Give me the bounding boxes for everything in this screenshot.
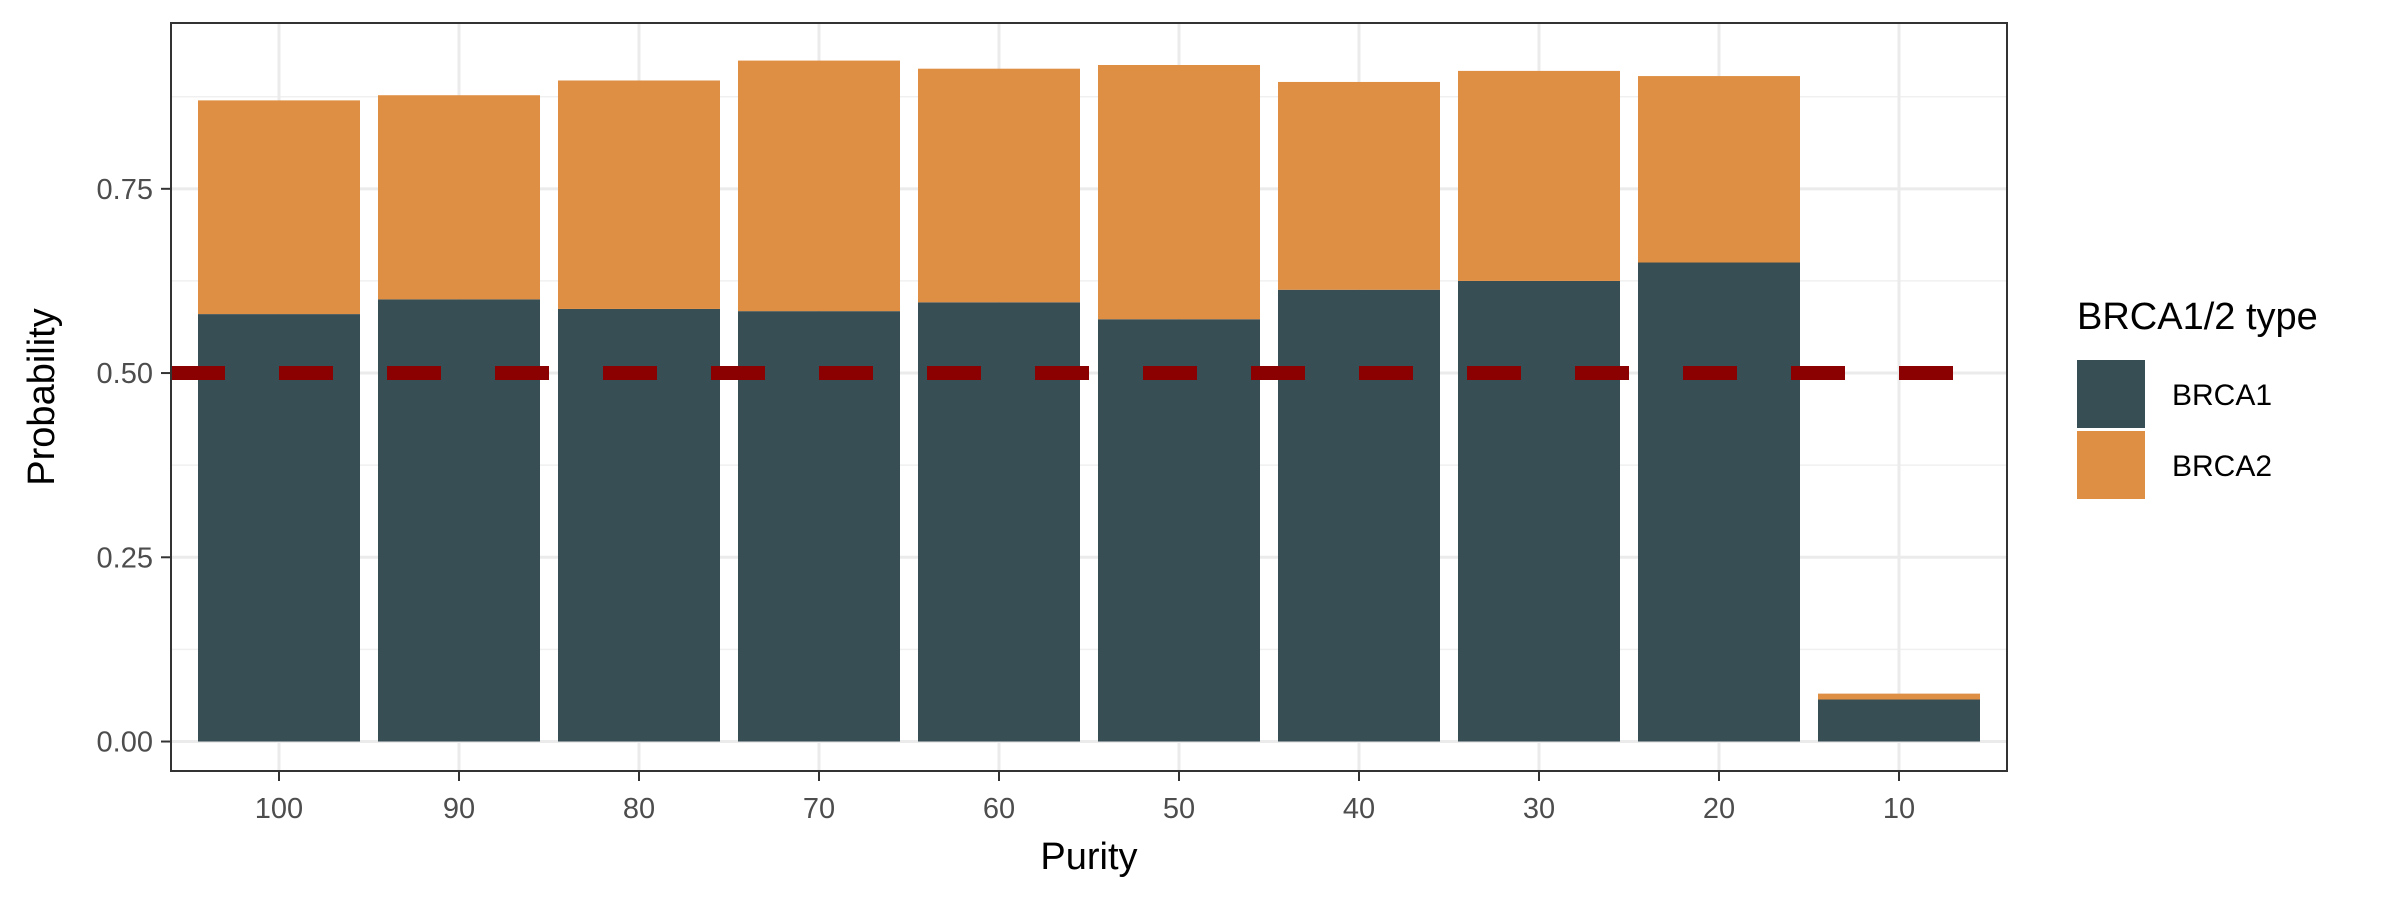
x-tick-label: 70 xyxy=(803,793,835,825)
legend-label-brca1: BRCA1 xyxy=(2172,379,2272,412)
bar-brca2-10 xyxy=(1818,693,1980,700)
bar-brca2-70 xyxy=(738,60,900,312)
bar-brca2-80 xyxy=(558,80,720,309)
bar-brca1-40 xyxy=(1278,289,1440,742)
bar-brca2-100 xyxy=(198,100,360,315)
legend-key-brca2 xyxy=(2077,431,2145,499)
bar-brca2-20 xyxy=(1638,76,1800,263)
bar-brca2-30 xyxy=(1458,70,1620,281)
x-tick-label: 90 xyxy=(443,793,475,825)
y-tick-label: 0.00 xyxy=(97,727,153,759)
bar-brca1-30 xyxy=(1458,280,1620,742)
y-tick-label: 0.50 xyxy=(97,358,153,390)
x-tick-label: 40 xyxy=(1343,793,1375,825)
bars xyxy=(198,60,1980,742)
x-tick-label: 80 xyxy=(623,793,655,825)
bar-brca1-10 xyxy=(1818,699,1980,742)
plot-border xyxy=(170,22,2008,772)
legend-key-brca1 xyxy=(2077,360,2145,428)
bar-brca2-50 xyxy=(1098,65,1260,320)
x-axis: 100 90 80 70 60 50 40 30 20 10 xyxy=(255,771,1915,825)
y-axis: 0.00 0.25 0.50 0.75 xyxy=(97,174,171,759)
legend-title: BRCA1/2 type xyxy=(2077,296,2318,338)
legend-label-brca2: BRCA2 xyxy=(2172,450,2272,483)
x-tick-label: 50 xyxy=(1163,793,1195,825)
x-tick-label: 20 xyxy=(1703,793,1735,825)
legend: BRCA1/2 type BRCA1 BRCA2 xyxy=(2077,296,2318,499)
x-axis-title: Purity xyxy=(1040,836,1137,878)
y-tick-label: 0.75 xyxy=(97,174,153,206)
bar-brca2-90 xyxy=(378,95,540,300)
y-tick-label: 0.25 xyxy=(97,542,153,574)
x-tick-label: 30 xyxy=(1523,793,1555,825)
x-tick-label: 10 xyxy=(1883,793,1915,825)
x-tick-label: 100 xyxy=(255,793,303,825)
bar-brca1-80 xyxy=(558,308,720,742)
bar-brca2-40 xyxy=(1278,81,1440,290)
x-tick-label: 60 xyxy=(983,793,1015,825)
bar-brca1-90 xyxy=(378,299,540,742)
bar-brca2-60 xyxy=(918,68,1080,303)
y-axis-title: Probability xyxy=(21,308,63,485)
bar-brca1-70 xyxy=(738,311,900,742)
bar-brca1-50 xyxy=(1098,319,1260,742)
bar-brca1-20 xyxy=(1638,262,1800,742)
bar-brca1-100 xyxy=(198,314,360,742)
